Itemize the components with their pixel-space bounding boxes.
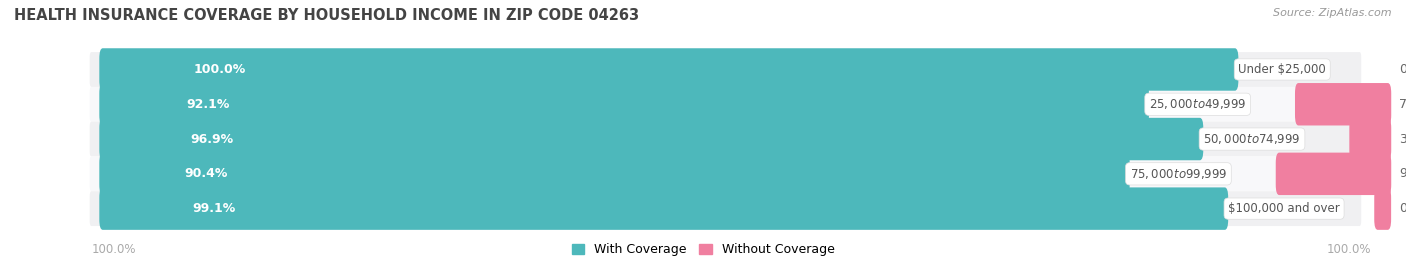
Text: 90.4%: 90.4% bbox=[184, 167, 228, 180]
Text: 0.89%: 0.89% bbox=[1399, 202, 1406, 215]
FancyBboxPatch shape bbox=[100, 83, 1149, 126]
Text: 7.9%: 7.9% bbox=[1399, 98, 1406, 111]
Text: 0.0%: 0.0% bbox=[1399, 63, 1406, 76]
FancyBboxPatch shape bbox=[100, 187, 1229, 230]
Text: $75,000 to $99,999: $75,000 to $99,999 bbox=[1129, 167, 1227, 181]
FancyBboxPatch shape bbox=[1295, 83, 1391, 126]
FancyBboxPatch shape bbox=[100, 153, 1129, 195]
FancyBboxPatch shape bbox=[90, 191, 1361, 226]
FancyBboxPatch shape bbox=[90, 52, 1361, 87]
FancyBboxPatch shape bbox=[90, 122, 1361, 156]
Text: $100,000 and over: $100,000 and over bbox=[1229, 202, 1340, 215]
Text: 9.6%: 9.6% bbox=[1399, 167, 1406, 180]
Text: HEALTH INSURANCE COVERAGE BY HOUSEHOLD INCOME IN ZIP CODE 04263: HEALTH INSURANCE COVERAGE BY HOUSEHOLD I… bbox=[14, 8, 640, 23]
Text: 100.0%: 100.0% bbox=[193, 63, 246, 76]
Text: Under $25,000: Under $25,000 bbox=[1239, 63, 1326, 76]
FancyBboxPatch shape bbox=[1350, 118, 1391, 160]
FancyBboxPatch shape bbox=[1275, 153, 1391, 195]
Text: $25,000 to $49,999: $25,000 to $49,999 bbox=[1149, 97, 1246, 111]
FancyBboxPatch shape bbox=[100, 118, 1204, 160]
Text: 3.1%: 3.1% bbox=[1399, 133, 1406, 146]
FancyBboxPatch shape bbox=[90, 156, 1361, 191]
Text: $50,000 to $74,999: $50,000 to $74,999 bbox=[1204, 132, 1301, 146]
FancyBboxPatch shape bbox=[100, 48, 1239, 91]
Text: 96.9%: 96.9% bbox=[190, 133, 233, 146]
Legend: With Coverage, Without Coverage: With Coverage, Without Coverage bbox=[567, 238, 839, 261]
Text: 100.0%: 100.0% bbox=[1326, 243, 1371, 256]
FancyBboxPatch shape bbox=[90, 87, 1361, 122]
Text: 99.1%: 99.1% bbox=[193, 202, 236, 215]
FancyBboxPatch shape bbox=[1374, 187, 1391, 230]
Text: Source: ZipAtlas.com: Source: ZipAtlas.com bbox=[1274, 8, 1392, 18]
Text: 100.0%: 100.0% bbox=[91, 243, 136, 256]
Text: 92.1%: 92.1% bbox=[186, 98, 229, 111]
